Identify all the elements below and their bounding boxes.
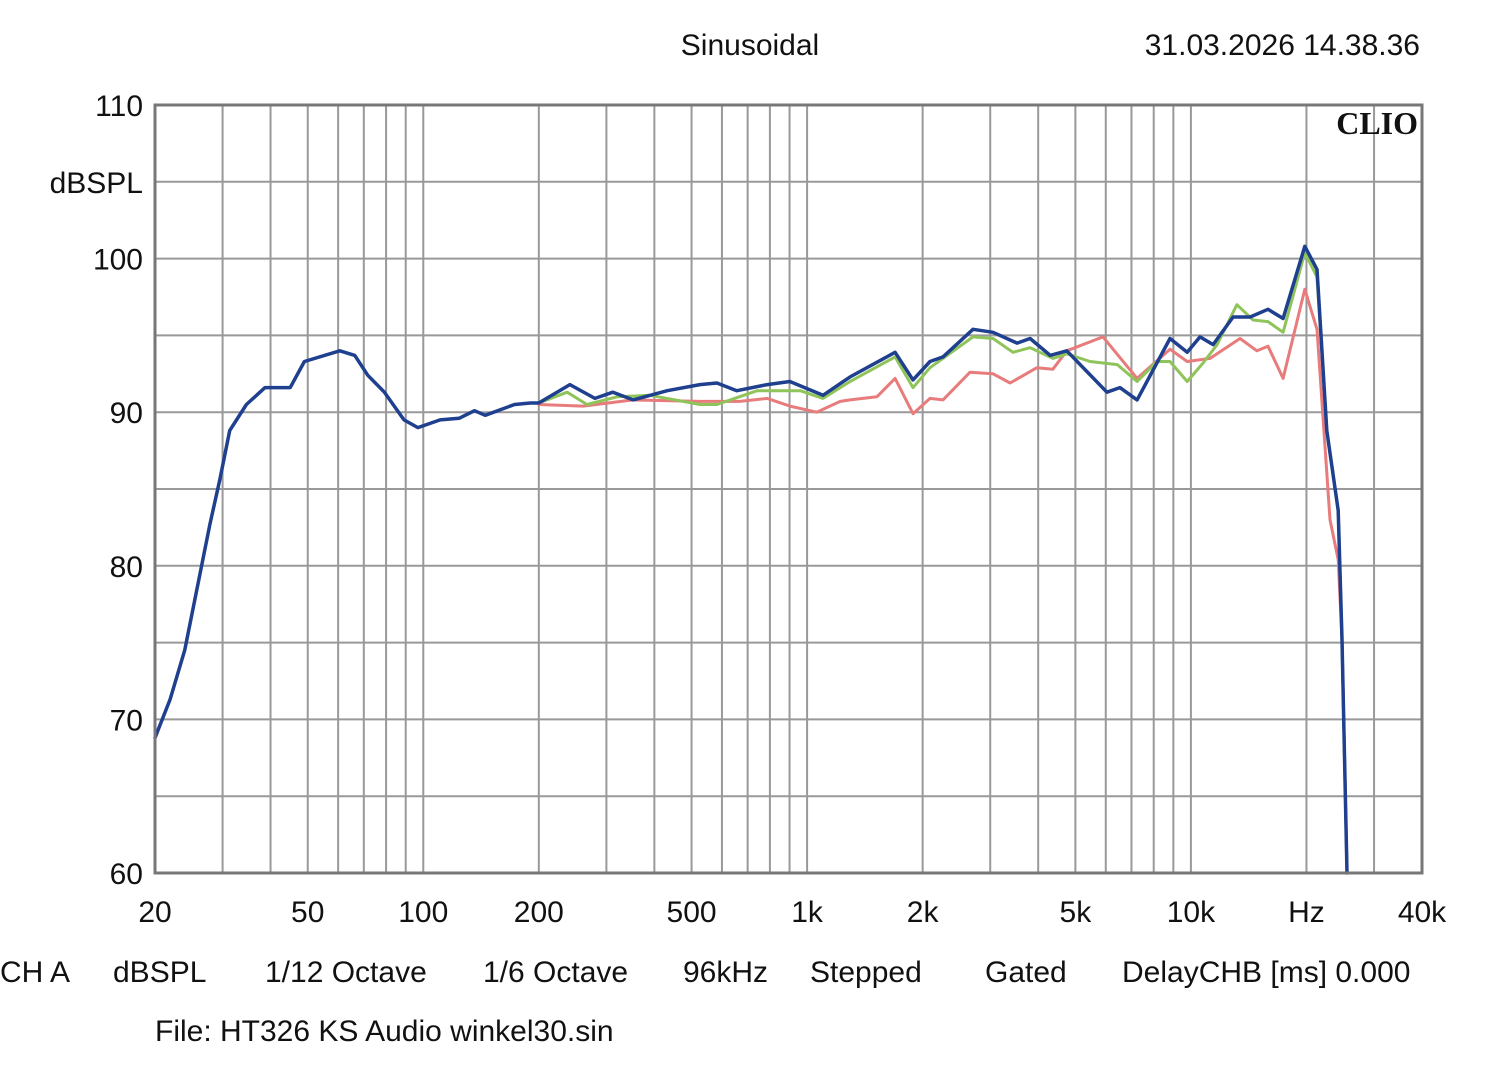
y-axis-unit-label: dBSPL [50,167,143,200]
footer-setting: CH A [0,956,70,989]
x-tick-label: 40k [1398,896,1447,929]
footer-setting: 1/6 Octave [483,956,628,989]
plot-frame [153,103,1424,875]
y-tick-label: 60 [110,858,143,891]
footer-setting: DelayCHB [ms] 0.000 [1122,956,1410,989]
y-tick-label: 100 [93,244,143,277]
y-tick-label: 110 [95,90,143,123]
series-line-1 [537,251,1349,875]
settings-footer: CH A dBSPL 1/12 Octave 1/6 Octave 96kHz Stepp… [0,956,1410,989]
footer-setting: 96kHz [683,956,768,989]
series-group [153,244,1349,875]
y-tick-label: 80 [110,551,143,584]
footer-setting: Stepped [810,956,922,989]
x-tick-labels: 20 50 100 200 500 1k 2k 5k 10k Hz 40k [138,896,1447,929]
footer-setting: 1/12 Octave [265,956,427,989]
x-tick-label: 2k [907,896,940,929]
measurement-mode: Sinusoidal [681,29,819,62]
clio-logo: CLIO [1336,105,1418,141]
x-tick-label: 20 [138,896,171,929]
x-tick-label: Hz [1288,896,1325,929]
x-tick-label: 10k [1167,896,1216,929]
footer-setting: Gated [985,956,1067,989]
x-tick-label: 500 [667,896,717,929]
series-line-2 [153,244,1349,875]
y-tick-label: 90 [110,397,143,430]
y-tick-label: 70 [110,704,143,737]
file-name: File: HT326 KS Audio winkel30.sin [155,1015,614,1048]
x-tick-label: 1k [791,896,824,929]
x-tick-label: 5k [1060,896,1093,929]
series-line-0 [537,287,1349,875]
x-tick-label: 200 [514,896,564,929]
x-tick-label: 50 [291,896,324,929]
timestamp: 31.03.2026 14.38.36 [1145,29,1420,62]
grid [154,104,1423,874]
y-tick-labels: 110 dBSPL 100 90 80 70 60 [50,90,143,891]
footer-setting: dBSPL [113,956,206,989]
x-tick-label: 100 [398,896,448,929]
